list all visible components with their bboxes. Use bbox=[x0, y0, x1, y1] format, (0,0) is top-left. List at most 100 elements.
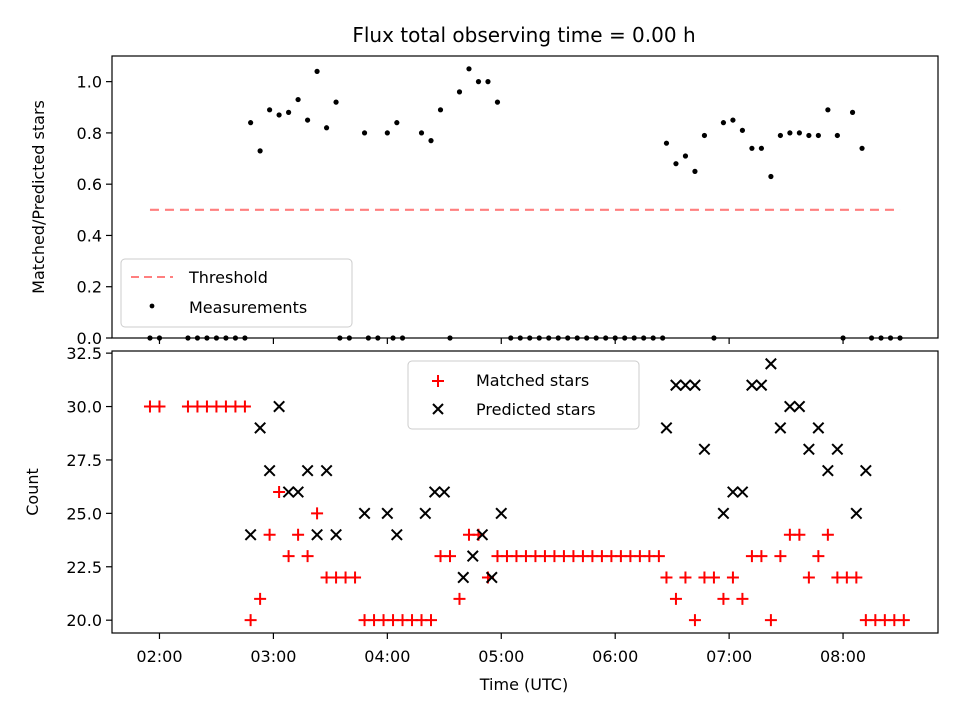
predicted-star-point bbox=[438, 486, 451, 498]
ratio-legend-box bbox=[120, 258, 353, 328]
measurement-point bbox=[242, 335, 248, 341]
ratio-y-tick-label: 0.6 bbox=[77, 175, 102, 194]
measurement-point bbox=[574, 335, 580, 341]
measurement-point bbox=[333, 99, 339, 105]
measurement-point bbox=[536, 335, 542, 341]
measurement-point bbox=[768, 173, 774, 180]
measurement-point bbox=[806, 132, 812, 139]
measurement-point bbox=[897, 335, 903, 341]
measurement-point bbox=[361, 130, 368, 136]
matched-star-point bbox=[282, 550, 295, 563]
measurement-point bbox=[546, 335, 552, 341]
ratio-legend: Threshold Measurements bbox=[120, 258, 353, 328]
measurement-point bbox=[232, 335, 239, 341]
legend-threshold-label: Threshold bbox=[188, 268, 268, 287]
ratio-y-tick-label: 1.0 bbox=[77, 73, 102, 92]
measurement-point bbox=[840, 335, 846, 341]
predicted-star-point bbox=[282, 486, 295, 498]
matched-star-point bbox=[301, 550, 314, 563]
predicted-star-point bbox=[466, 550, 479, 562]
measurement-point bbox=[758, 145, 765, 151]
measurement-point bbox=[267, 107, 273, 113]
measurement-point bbox=[494, 99, 501, 105]
measurement-point bbox=[428, 138, 434, 144]
count-plot-frame bbox=[111, 350, 939, 634]
matched-star-point bbox=[443, 550, 456, 563]
count-y-axis: 20.0 22.5 25.0 27.5 30.0 32.5 bbox=[66, 344, 112, 630]
legend-predicted-label: Predicted stars bbox=[476, 400, 596, 419]
ratio-y-tick-label: 0.2 bbox=[77, 278, 102, 297]
x-tick-label: 08:00 bbox=[820, 647, 866, 666]
matched-star-point bbox=[425, 614, 438, 627]
measurement-point bbox=[384, 130, 390, 136]
legend-matched-label: Matched stars bbox=[476, 371, 589, 390]
measurement-point bbox=[834, 132, 840, 139]
count-legend: Matched stars Predicted stars bbox=[407, 360, 640, 430]
ratio-y-tick-label: 0.0 bbox=[77, 329, 102, 348]
count-y-tick-label: 32.5 bbox=[66, 344, 102, 363]
matched-star-point bbox=[736, 592, 749, 605]
measurement-point bbox=[285, 109, 292, 115]
x-tick-label: 03:00 bbox=[250, 647, 296, 666]
predicted-star-point bbox=[330, 528, 342, 541]
measurement-point bbox=[204, 335, 210, 341]
matched-star-point bbox=[254, 592, 267, 605]
measurement-point bbox=[508, 335, 514, 341]
predicted-star-point bbox=[390, 528, 403, 541]
predicted-star-point bbox=[670, 379, 682, 392]
matched-star-point bbox=[707, 571, 720, 584]
count-y-tick-label: 20.0 bbox=[66, 611, 102, 630]
legend-measurements-label: Measurements bbox=[189, 298, 307, 317]
matched-star-point bbox=[238, 400, 251, 413]
measurement-point bbox=[663, 140, 670, 146]
measurement-point bbox=[749, 145, 755, 151]
measurement-point bbox=[248, 120, 254, 126]
matched-star-point bbox=[717, 592, 730, 605]
matched-star-point bbox=[726, 571, 739, 584]
measurement-point bbox=[739, 127, 746, 133]
matched-star-point bbox=[850, 571, 863, 584]
measurement-point bbox=[295, 96, 301, 103]
measurement-point bbox=[777, 132, 783, 139]
ratio-y-tick-label: 0.8 bbox=[77, 124, 102, 143]
ratio-x-axis bbox=[158, 338, 844, 344]
measurement-point bbox=[485, 79, 491, 85]
predicted-star-point bbox=[812, 422, 825, 434]
predicted-star-point bbox=[755, 379, 768, 392]
measurement-point bbox=[517, 335, 523, 341]
predicted-star-point bbox=[292, 486, 304, 498]
predicted-star-point bbox=[793, 400, 806, 413]
measurement-point bbox=[682, 153, 689, 159]
matched-star-point bbox=[764, 614, 777, 627]
measurement-point bbox=[365, 335, 371, 341]
matched-star-point bbox=[263, 528, 276, 541]
ratio-plot-frame bbox=[111, 55, 939, 339]
measurement-point bbox=[641, 335, 647, 341]
measurement-point bbox=[437, 107, 444, 113]
ratio-y-axis-label: Matched/Predicted stars bbox=[29, 100, 48, 294]
ratio-panel: 0.0 0.2 0.4 0.6 0.8 1.0 Matched/Predicted sta… bbox=[29, 55, 939, 348]
x-axis-label: Time (UTC) bbox=[479, 675, 568, 694]
measurement-point bbox=[622, 335, 628, 341]
measurement-point bbox=[692, 168, 698, 174]
measurement-point bbox=[603, 335, 609, 341]
measurement-point bbox=[711, 335, 717, 341]
ratio-y-tick-label: 0.4 bbox=[77, 226, 102, 245]
predicted-star-point bbox=[746, 379, 758, 392]
predicted-star-point bbox=[320, 464, 333, 477]
predicted-star-point bbox=[736, 486, 749, 498]
measurement-point bbox=[555, 335, 561, 341]
predicted-star-point bbox=[774, 422, 787, 434]
predicted-star-point bbox=[244, 528, 257, 541]
measurement-point bbox=[701, 132, 708, 139]
measurement-point bbox=[223, 335, 229, 341]
count-plot-area bbox=[143, 357, 910, 627]
matched-star-point bbox=[311, 507, 324, 520]
measurement-point bbox=[650, 335, 656, 341]
ratio-y-axis: 0.0 0.2 0.4 0.6 0.8 1.0 bbox=[77, 73, 112, 348]
legend-measurements-swatch bbox=[149, 303, 155, 309]
count-x-axis: 02:00 03:00 04:00 05:00 06:00 07:00 08:00 bbox=[136, 633, 866, 666]
matched-star-point bbox=[244, 614, 257, 627]
predicted-star-point bbox=[485, 571, 498, 584]
predicted-star-point bbox=[254, 422, 267, 434]
